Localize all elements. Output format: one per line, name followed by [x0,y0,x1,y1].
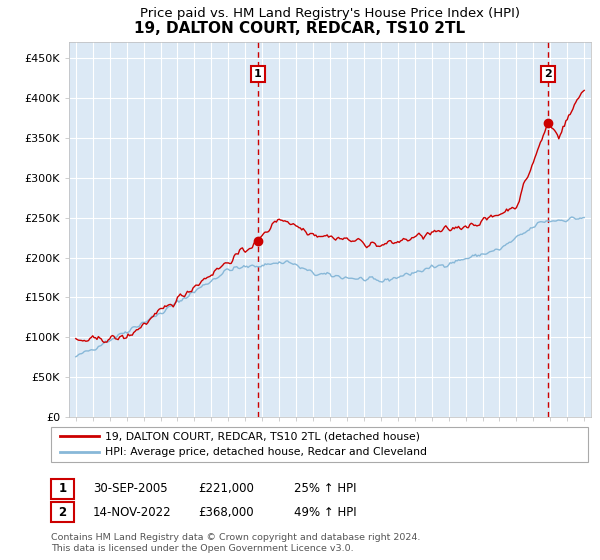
Text: 1: 1 [254,69,262,79]
Text: 19, DALTON COURT, REDCAR, TS10 2TL (detached house): 19, DALTON COURT, REDCAR, TS10 2TL (deta… [105,431,420,441]
Text: £221,000: £221,000 [198,482,254,496]
Text: £368,000: £368,000 [198,506,254,519]
Text: Contains HM Land Registry data © Crown copyright and database right 2024.
This d: Contains HM Land Registry data © Crown c… [51,533,421,553]
Text: 2: 2 [544,69,552,79]
Text: HPI: Average price, detached house, Redcar and Cleveland: HPI: Average price, detached house, Redc… [105,447,427,458]
Text: 30-SEP-2005: 30-SEP-2005 [93,482,167,496]
Text: 19, DALTON COURT, REDCAR, TS10 2TL: 19, DALTON COURT, REDCAR, TS10 2TL [134,21,466,36]
Text: 1: 1 [58,482,67,496]
Text: 2: 2 [58,506,67,519]
Text: 49% ↑ HPI: 49% ↑ HPI [294,506,356,519]
Title: Price paid vs. HM Land Registry's House Price Index (HPI): Price paid vs. HM Land Registry's House … [140,7,520,20]
Text: 14-NOV-2022: 14-NOV-2022 [93,506,172,519]
Text: 25% ↑ HPI: 25% ↑ HPI [294,482,356,496]
